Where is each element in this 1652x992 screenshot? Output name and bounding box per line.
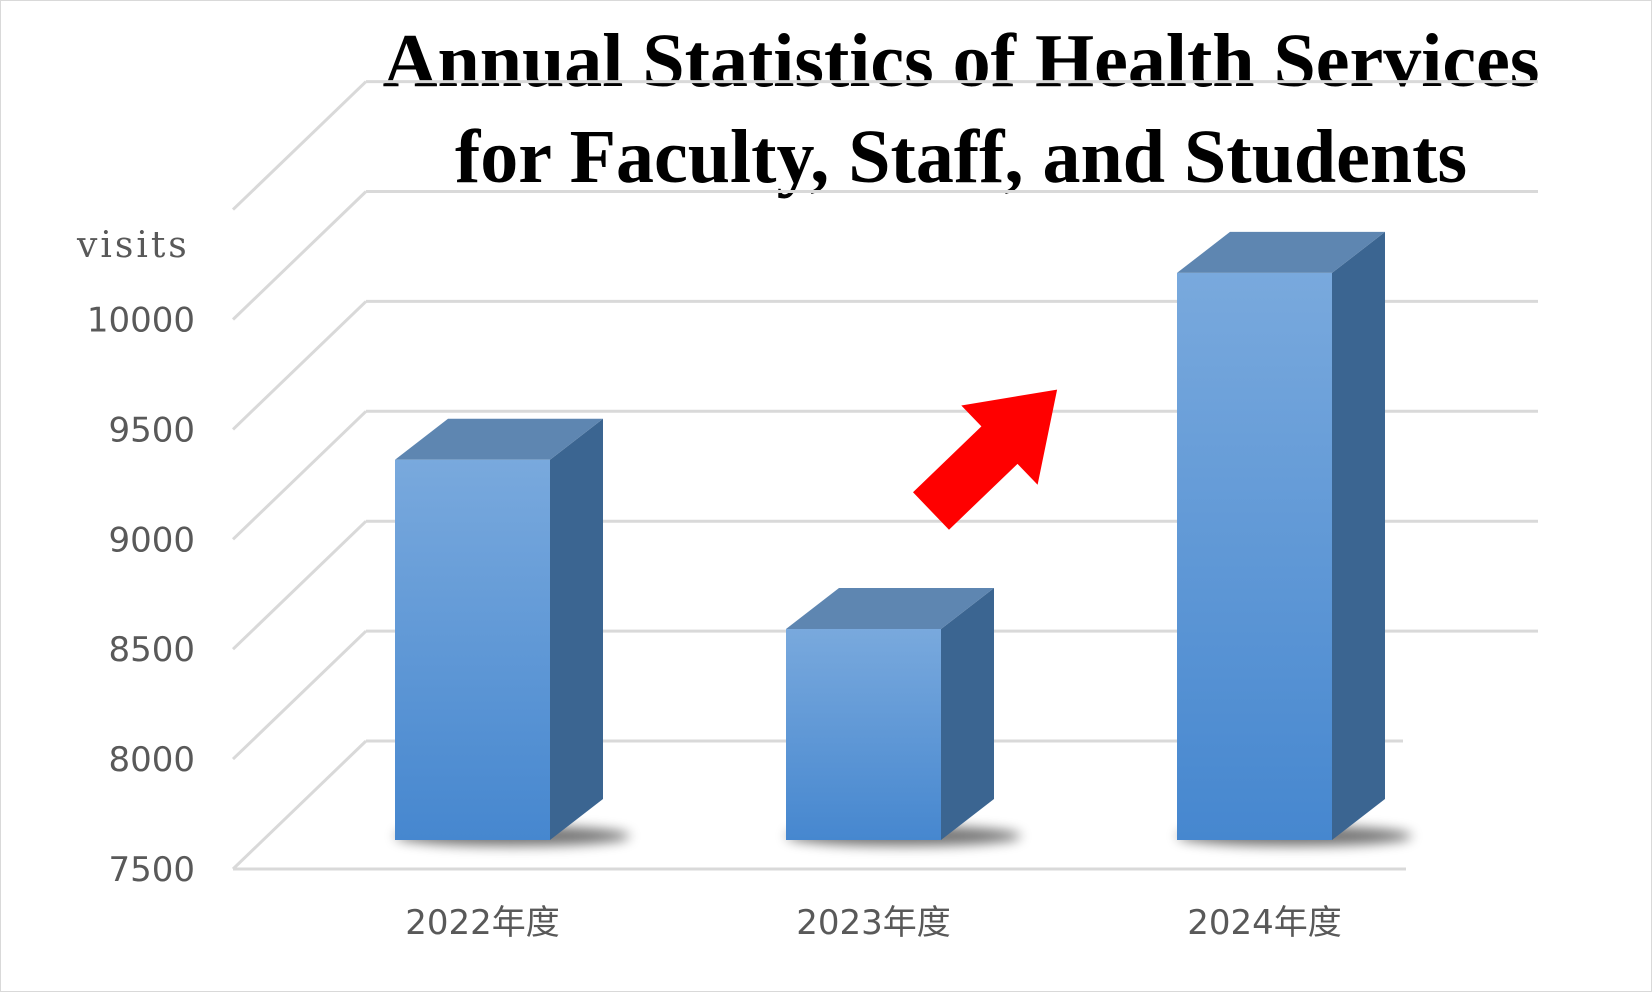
gridline-diagonal	[231, 190, 368, 321]
y-tick-label: 9000	[108, 520, 195, 560]
trend-arrow-icon	[913, 389, 1058, 530]
x-axis-ticks: 2022年度 2023年度 2024年度	[405, 903, 1342, 943]
bar-side-face	[1332, 231, 1385, 840]
bar-side-face	[941, 587, 994, 840]
chart-title-line-1: Annual Statistics of Health Services	[382, 19, 1540, 103]
bar-front-face	[1177, 272, 1332, 840]
y-tick-label: 8000	[108, 740, 195, 780]
y-tick-label: 9500	[108, 410, 195, 450]
y-tick-label: 7500	[108, 850, 195, 890]
x-tick-label: 2022年度	[405, 903, 560, 943]
y-tick-label: 8500	[108, 630, 195, 670]
bar-side-face	[550, 418, 603, 840]
chart-title: Annual Statistics of Health Services for…	[301, 13, 1621, 205]
x-tick-label: 2023年度	[796, 903, 951, 943]
x-tick-label: 2024年度	[1187, 903, 1342, 943]
bar-2024年度	[1177, 231, 1412, 846]
bar-2023年度	[786, 587, 1021, 846]
bar-top-face	[395, 418, 603, 460]
bar-top-face	[786, 587, 994, 629]
bar-top-face	[1177, 231, 1385, 273]
y-axis-unit-label: visits	[76, 225, 190, 266]
y-axis-ticks: 7500 8000 8500 9000 9500 10000	[87, 301, 195, 891]
gridline-diagonal	[231, 410, 368, 541]
y-tick-label: 10000	[87, 301, 195, 341]
gridline-diagonal	[231, 520, 368, 651]
bar-front-face	[786, 628, 941, 840]
gridline-diagonal	[231, 630, 368, 761]
gridline-diagonal	[231, 300, 368, 431]
gridline-diagonal	[231, 80, 368, 211]
bars	[395, 231, 1412, 846]
chart-title-line-2: for Faculty, Staff, and Students	[454, 115, 1468, 199]
gridline-diagonal	[231, 739, 368, 871]
bar-front-face	[395, 459, 550, 840]
bar-2022年度	[395, 418, 630, 846]
